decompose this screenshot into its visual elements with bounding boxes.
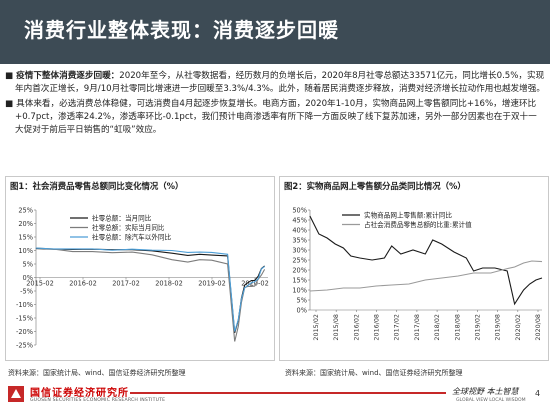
x-tick-label: 2015/02	[312, 314, 320, 341]
bullet-square-icon: ■	[5, 71, 17, 81]
y-tick-label: 45%	[292, 216, 307, 224]
legend-label: 社零总额：除汽车以外同比	[92, 232, 172, 241]
logo-text: 国信证券经济研究所	[30, 388, 129, 399]
chart2-title: 图2：实物商品网上零售额分品类同比情况（%）	[284, 181, 466, 191]
bullet-square-icon: ■	[5, 99, 17, 109]
x-tick-label: 2017/02	[393, 314, 401, 341]
para1-head: 疫情下整体消费逐步回暖：	[16, 71, 120, 81]
y-tick-label: 5%	[297, 296, 307, 304]
y-tick-label: 50%	[292, 206, 307, 214]
y-tick-label: 10%	[18, 247, 33, 255]
y-tick-label: -5%	[20, 287, 33, 295]
x-tick-label: 2016-02	[69, 280, 97, 288]
paragraph-2: ■ 具体来看，必选消费总体稳健，可选消费自4月起逐步恢复增长。电商方面，2020…	[5, 98, 545, 137]
para1-text: 2020年至今，从社零数据看，经历数月的负增长后，2020年8月社零总额达335…	[15, 71, 545, 94]
legend-label: 社零总额：当月同比	[92, 213, 152, 222]
slogan-subtext: GLOBAL VIEW LOCAL WISDOM	[456, 398, 526, 403]
series-line-2	[309, 260, 543, 292]
chart1-box: 图1：社会消费品零售总额同比变化情况（%） 25% 20% 15% 10% 5% 0% -5…	[5, 176, 275, 361]
y-tick-label: 25%	[18, 206, 33, 214]
y-tick-label: 30%	[292, 246, 307, 254]
y-tick-label: 10%	[292, 286, 307, 294]
chart1-svg: 25% 20% 15% 10% 5% 0% -5% -10% -15% -20% -25% 2015-…	[16, 206, 269, 349]
body-text: ■ 疫情下整体消费逐步回暖：2020年至今，从社零数据看，经历数月的负增长后，2…	[5, 70, 545, 137]
y-tick-label: -25%	[16, 341, 33, 349]
x-tick-label: 2018/02	[433, 314, 441, 341]
x-tick-label: 2018/08	[453, 314, 461, 341]
series-line-2	[35, 247, 266, 342]
x-tick-label: 2019/08	[494, 314, 502, 341]
chart2-svg: 0% 5% 10% 15% 20% 25% 30% 35% 40% 45% 50% 2015/02 20…	[292, 206, 543, 341]
y-tick-label: 25%	[292, 256, 307, 264]
x-tick-label: 2018-02	[155, 280, 183, 288]
page-title: 消费行业整体表现：消费逐步回暖	[24, 18, 339, 42]
y-tick-label: -20%	[16, 328, 33, 336]
legend-label: 实物商品网上零售额:累计同比	[364, 210, 452, 219]
para2-text: 具体来看，必选消费总体稳健，可选消费自4月起逐步恢复增长。电商方面，2020年1…	[15, 99, 537, 135]
paragraph-1: ■ 疫情下整体消费逐步回暖：2020年至今，从社零数据看，经历数月的负增长后，2…	[5, 70, 545, 96]
y-tick-label: 15%	[292, 276, 307, 284]
y-tick-label: -15%	[16, 314, 33, 322]
legend-label: 社零总额：实际当月同比	[92, 223, 165, 232]
logo-icon	[8, 386, 24, 402]
y-tick-label: -10%	[16, 301, 33, 309]
slogan: 全球视野 本土智慧	[452, 387, 519, 396]
y-tick-label: 0%	[23, 274, 33, 282]
y-tick-label: 35%	[292, 236, 307, 244]
chart1-source: 资料来源：国家统计局、wind、国信证券经济研究所整理	[8, 369, 186, 377]
title-bar: 消费行业整体表现：消费逐步回暖	[0, 0, 550, 64]
y-tick-label: 15%	[18, 233, 33, 241]
chart2-source: 资料来源：国家统计局、wind、国信证券经济研究所整理	[285, 369, 463, 377]
footer-divider	[130, 392, 446, 394]
x-tick-label: 2017-02	[112, 280, 140, 288]
y-tick-label: 20%	[18, 220, 33, 228]
series-line-1	[309, 215, 543, 306]
chart1-title: 图1：社会消费品零售总额同比变化情况（%）	[10, 181, 184, 191]
x-tick-label: 2020/02	[514, 314, 522, 341]
x-tick-label: 2017/08	[413, 314, 421, 341]
chart2-box: 图2：实物商品网上零售额分品类同比情况（%） 0% 5% 10% 15% 20% 25% 3…	[279, 176, 549, 361]
logo-subtext: GUOSEN SECURITIES ECONOMIC RESEARCH INST…	[30, 398, 166, 403]
x-tick-label: 2019-02	[198, 280, 226, 288]
series-line-3	[35, 247, 265, 332]
x-tick-label: 2019/02	[473, 314, 481, 341]
x-tick-label: 2020-02	[241, 280, 269, 288]
x-tick-label: 2015/08	[332, 314, 340, 341]
x-tick-label: 2015-02	[26, 280, 54, 288]
x-tick-label: 2016/08	[373, 314, 381, 341]
x-tick-label: 2020/08	[534, 314, 542, 341]
page-number: 4	[535, 389, 541, 398]
x-tick-label: 2016/02	[352, 314, 360, 341]
y-tick-label: 40%	[292, 226, 307, 234]
y-tick-label: 0%	[297, 306, 307, 314]
y-tick-label: 5%	[23, 260, 33, 268]
y-tick-label: 20%	[292, 266, 307, 274]
legend-label: 占社会消费品零售总额的比重:累计值	[364, 220, 472, 229]
